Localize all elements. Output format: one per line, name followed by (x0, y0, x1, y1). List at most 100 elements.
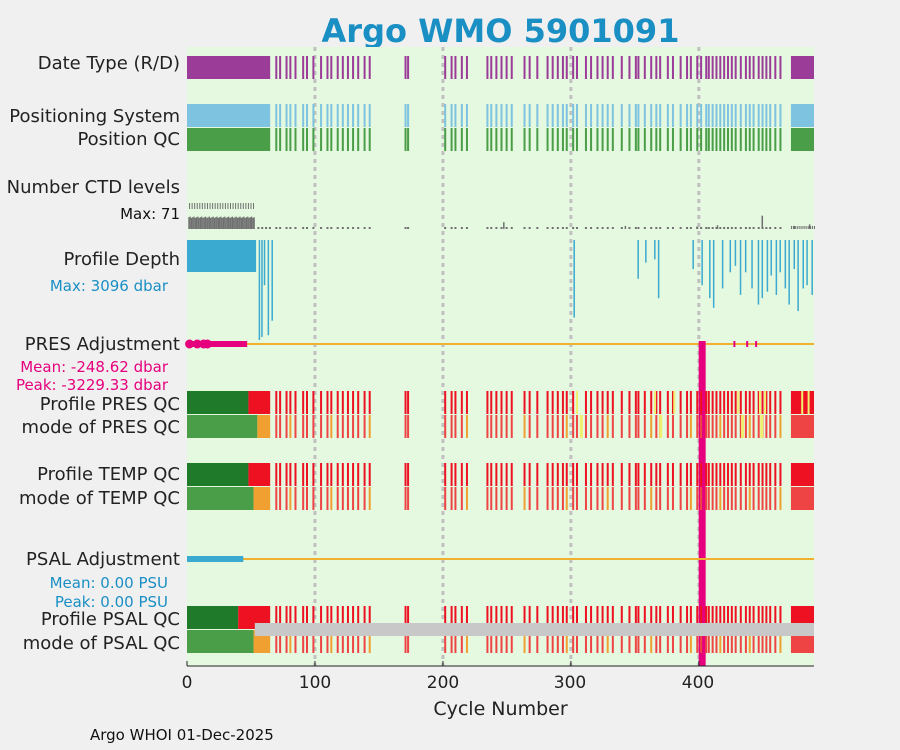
pres-qc-bar (726, 391, 729, 414)
temp-qc-mode-bar (590, 487, 593, 510)
pres-qc-mode-bar (500, 415, 503, 438)
temp-qc-mode-bar (628, 487, 631, 510)
positioning-bar (700, 104, 703, 127)
psal-qc-mode-bar (528, 630, 531, 653)
psal-qc-mode-bar (302, 630, 305, 653)
temp-qc-mode-bar (490, 487, 493, 510)
date-type-bar (460, 56, 463, 79)
psal-qc-bar (407, 606, 410, 629)
temp-qc-mode-bar (289, 487, 292, 510)
psal-qc-bar (765, 606, 768, 629)
pres-qc-yellow (807, 391, 810, 414)
ctd-bar (634, 227, 637, 229)
ctd-bar (730, 227, 733, 229)
date-type-bar (705, 56, 708, 79)
ctd-bar (572, 227, 575, 229)
position-qc-bar (302, 128, 305, 151)
psal-qc-mode-bar (637, 630, 640, 653)
psal-qc-bar (643, 606, 646, 629)
psal-qc-mode-bar (643, 630, 646, 653)
psal-qc-mode-bar (679, 630, 682, 653)
ctd-bar (705, 227, 708, 229)
positioning-bar (679, 104, 682, 127)
date-type-bar (289, 56, 292, 79)
pres-qc-mode-bar (465, 415, 468, 438)
depth-bar (709, 240, 711, 299)
temp-qc-bar (341, 463, 344, 486)
pres-qc-bar (279, 391, 282, 414)
depth-bar (721, 240, 724, 289)
position-qc-bar (590, 128, 593, 151)
temp-qc-mode-bar (744, 487, 747, 510)
pres-qc-bar (774, 391, 777, 414)
pres-qc-mode-bar (601, 415, 604, 438)
psal-qc-bar (326, 606, 329, 629)
psal-qc-bar (611, 606, 614, 629)
pres-qc-bar (275, 391, 278, 414)
pres-qc-mode-bar (551, 415, 554, 438)
psal-qc-bar (486, 606, 489, 629)
pres-qc-bar (536, 391, 539, 414)
ctd-bar (812, 226, 814, 229)
ctd-bar (806, 226, 808, 229)
depth-bar (654, 240, 656, 260)
chart-title: Argo WMO 5901091 (321, 12, 680, 50)
temp-qc-bar (606, 463, 609, 486)
temp-qc-mode-bar (700, 487, 703, 510)
psal-qc-mode-bar (454, 630, 457, 653)
ctd-bar (650, 227, 653, 229)
psal-qc-bar (312, 606, 315, 629)
pres-qc-mode-bar (312, 415, 315, 438)
positioning-bar (707, 104, 710, 127)
position-qc-bar (546, 128, 549, 151)
pres-qc-bar (357, 391, 360, 414)
temp-qc-mode-bar (302, 487, 305, 510)
positioning-bar (671, 104, 674, 127)
psal-qc-mode-bar (715, 630, 718, 653)
footer-credit: Argo WHOI 01-Dec-2025 (90, 726, 274, 744)
pres-qc-mode-bar (495, 415, 498, 438)
ctd-bar (686, 227, 689, 229)
date-type-bar (302, 56, 305, 79)
psal-qc-mode-bar (689, 630, 692, 653)
ctd-bar (236, 217, 239, 229)
ctd-bar (199, 217, 202, 229)
pres-qc-mode-bar (294, 415, 297, 438)
pres-qc-bar (671, 391, 674, 414)
temp-qc-bar (556, 463, 559, 486)
psal-qc-mode-bar (306, 630, 309, 653)
date-type-bar (752, 56, 755, 79)
depth-bar (802, 240, 804, 289)
psal-qc-bar (730, 606, 733, 629)
psal-qc-mode-bar (546, 630, 549, 653)
date-type-bar (510, 56, 513, 79)
psal-qc-mode-bar (723, 630, 726, 653)
ctd-bar (723, 227, 726, 229)
pres-qc-bar (779, 391, 782, 414)
date-type-bar (601, 56, 604, 79)
pres-qc-bar (523, 391, 526, 414)
pres-qc-mode-bar (486, 415, 489, 438)
psal-qc-mode-bar (666, 630, 669, 653)
pres-qc-bar (450, 391, 453, 414)
ctd-bar (206, 217, 208, 229)
pres-qc-mode-bar (650, 415, 653, 438)
psal-qc-bar (450, 606, 453, 629)
position-qc-bar (659, 128, 662, 151)
positioning-bar (779, 104, 782, 127)
date-type-bar (486, 56, 489, 79)
ctd-bar (218, 217, 221, 229)
temp-qc-bar (689, 463, 692, 486)
temp-qc-bar (565, 463, 568, 486)
pres-qc-bar (346, 391, 349, 414)
temp-qc-bar (590, 463, 593, 486)
ctd-bar (204, 216, 207, 229)
psal-qc-mode-bar (352, 630, 355, 653)
psal-qc-mode-bar (752, 630, 755, 653)
pres-qc-bar (584, 391, 587, 414)
position-qc-bar (696, 128, 699, 151)
ctd-bar (790, 226, 792, 229)
position-qc-bar (407, 128, 410, 151)
pres-qc-bar (739, 391, 742, 414)
psal-qc-mode-bar (312, 630, 315, 653)
